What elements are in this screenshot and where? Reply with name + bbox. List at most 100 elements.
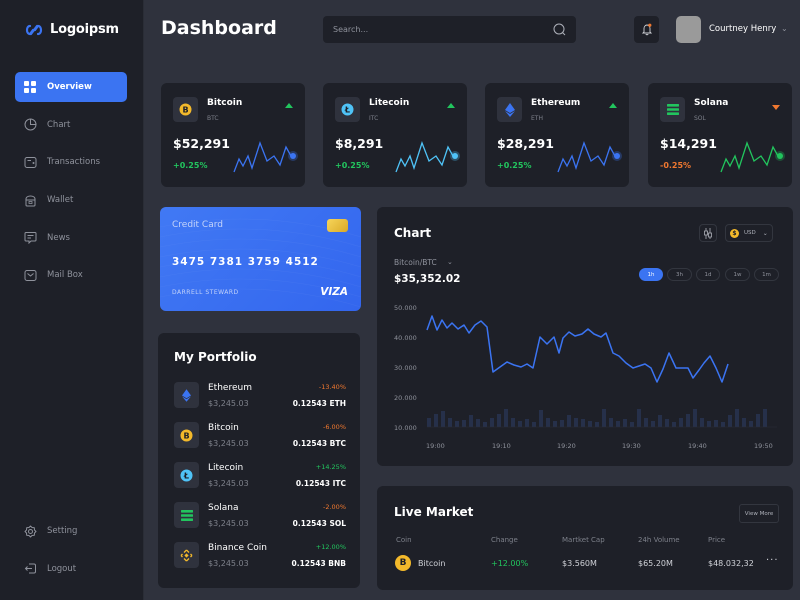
- currency-select[interactable]: $ USD ⌄: [725, 224, 773, 242]
- sidebar-item-mail-box[interactable]: Mail Box: [15, 260, 127, 290]
- portfolio-coin-change: +14.25%: [315, 463, 346, 471]
- pie-chart-icon: [23, 118, 37, 132]
- portfolio-item[interactable]: Ł Litecoin $3,245.03 +14.25% 0.12543 ITC: [174, 462, 346, 490]
- user-name[interactable]: Courtney Henry: [709, 24, 777, 34]
- range-1m[interactable]: 1m: [754, 268, 779, 281]
- range-1w[interactable]: 1w: [725, 268, 750, 281]
- sidebar-item-label: Mail Box: [47, 270, 83, 281]
- portfolio-coin-change: -6.00%: [323, 423, 346, 431]
- portfolio-item[interactable]: Solana $3,245.03 -2.00% 0.12543 SOL: [174, 502, 346, 530]
- portfolio-item[interactable]: Ethereum $3,245.03 -13.40% 0.12543 ETH: [174, 382, 346, 410]
- x-tick: 19:20: [557, 442, 576, 450]
- coin-price: $52,291: [173, 136, 230, 151]
- sidebar-item-overview[interactable]: Overview: [15, 72, 127, 102]
- chart-title: Chart: [394, 226, 432, 240]
- chevron-down-icon: ⌄: [762, 229, 768, 237]
- range-1h[interactable]: 1h: [639, 268, 663, 281]
- range-3h[interactable]: 3h: [667, 268, 692, 281]
- coin-symbol: BTC: [207, 115, 219, 122]
- svg-text:Ł: Ł: [344, 105, 350, 114]
- search-bar[interactable]: [323, 16, 576, 43]
- card-number: 3475 7381 3759 4512: [172, 256, 319, 268]
- sidebar-item-logout[interactable]: Logout: [15, 554, 127, 584]
- market-volume: $65.20M: [638, 559, 673, 568]
- sidebar-item-label: News: [47, 232, 70, 243]
- sidebar-item-label: Setting: [47, 526, 78, 536]
- sidebar-item-transactions[interactable]: Transactions: [15, 147, 127, 177]
- chevron-down-icon[interactable]: ⌄: [781, 24, 788, 33]
- card-holder: DARRELL STEWARD: [172, 289, 239, 296]
- search-input[interactable]: [333, 25, 553, 34]
- sidebar-item-label: Transactions: [47, 157, 101, 168]
- range-1d[interactable]: 1d: [696, 268, 720, 281]
- chart-price: $35,352.02: [394, 273, 461, 285]
- y-tick: 10.000: [394, 424, 417, 432]
- sidebar-nav: Overview Chart Transactions Wallet News: [15, 72, 127, 298]
- coin-name: Ethereum: [531, 98, 581, 108]
- coin-symbol: ITC: [369, 115, 379, 122]
- coin-change: +0.25%: [335, 161, 370, 170]
- price-line-chart: 50.000 40.000 30.000 20.000 10.000 19:00…: [394, 304, 777, 450]
- sidebar: Logoipsm Overview Chart Transactions Wal…: [0, 0, 144, 600]
- portfolio-coin-amount: 0.12543 SOL: [292, 519, 346, 528]
- logout-icon: [23, 562, 37, 576]
- coin-change: +0.25%: [497, 161, 532, 170]
- solana-icon: [660, 97, 685, 122]
- coin-card-solana[interactable]: Solana SOL $14,291 -0.25%: [648, 83, 792, 187]
- market-title: Live Market: [394, 505, 474, 519]
- wallet-card-icon: [23, 155, 37, 169]
- y-tick: 50.000: [394, 304, 417, 312]
- logo[interactable]: Logoipsm: [24, 22, 119, 37]
- sidebar-item-label: Wallet: [47, 195, 74, 206]
- portfolio-coin-value: $3,245.03: [208, 439, 249, 448]
- notification-button[interactable]: [634, 16, 659, 43]
- svg-text:B: B: [183, 431, 189, 440]
- market-cap: $3.560M: [562, 559, 597, 568]
- ethereum-icon: [174, 382, 199, 408]
- coin-price: $28,291: [497, 136, 554, 151]
- page-title: Dashboard: [161, 17, 277, 39]
- portfolio-item[interactable]: B Bitcoin $3,245.03 -6.00% 0.12543 BTC: [174, 422, 346, 450]
- bag-icon: [23, 193, 37, 207]
- price-line: [426, 315, 729, 383]
- portfolio-item[interactable]: Binance Coin $3,245.03 +12.00% 0.12543 B…: [174, 542, 346, 570]
- avatar[interactable]: [676, 16, 701, 43]
- card-chip-icon: [327, 219, 348, 232]
- market-coin: Bitcoin: [418, 559, 446, 568]
- solana-icon: [174, 502, 199, 528]
- view-more-button[interactable]: View More: [739, 504, 779, 523]
- card-brand: VIZA: [320, 286, 348, 298]
- sidebar-item-setting[interactable]: Setting: [15, 516, 127, 546]
- sidebar-item-chart[interactable]: Chart: [15, 110, 127, 140]
- portfolio-coin-name: Bitcoin: [208, 423, 239, 433]
- coin-symbol: ETH: [531, 115, 543, 122]
- gear-icon: [23, 524, 37, 538]
- sidebar-item-wallet[interactable]: Wallet: [15, 185, 127, 215]
- sidebar-item-label: Chart: [47, 119, 71, 130]
- sidebar-item-news[interactable]: News: [15, 223, 127, 253]
- card-wave-pattern: [160, 218, 361, 308]
- trend-up-icon: [285, 103, 293, 108]
- binance-icon: [174, 542, 199, 568]
- svg-text:Ł: Ł: [183, 471, 189, 480]
- chart-settings-button[interactable]: [699, 224, 717, 242]
- coin-change: -0.25%: [660, 161, 692, 170]
- search-icon[interactable]: [553, 23, 566, 36]
- sparkline-chart: [395, 141, 460, 173]
- pair-select[interactable]: Bitcoin/BTC: [394, 258, 437, 267]
- litecoin-icon: Ł: [174, 462, 199, 488]
- logo-icon: [25, 24, 43, 35]
- credit-card[interactable]: Credit Card 3475 7381 3759 4512 DARRELL …: [160, 207, 361, 311]
- coin-name: Bitcoin: [207, 98, 243, 108]
- x-tick: 19:00: [426, 442, 445, 450]
- more-options-icon[interactable]: ···: [766, 555, 779, 566]
- coin-card-bitcoin[interactable]: B Bitcoin BTC $52,291 +0.25%: [161, 83, 305, 187]
- volume-bars: [427, 409, 767, 427]
- bitcoin-icon: B: [174, 422, 199, 448]
- chevron-down-icon[interactable]: ⌄: [447, 258, 453, 266]
- coin-card-ethereum[interactable]: Ethereum ETH $28,291 +0.25%: [485, 83, 629, 187]
- svg-text:B: B: [182, 105, 188, 114]
- y-tick: 20.000: [394, 394, 417, 402]
- column-header: Change: [491, 536, 518, 544]
- coin-card-litecoin[interactable]: Ł Litecoin ITC $8,291 +0.25%: [323, 83, 467, 187]
